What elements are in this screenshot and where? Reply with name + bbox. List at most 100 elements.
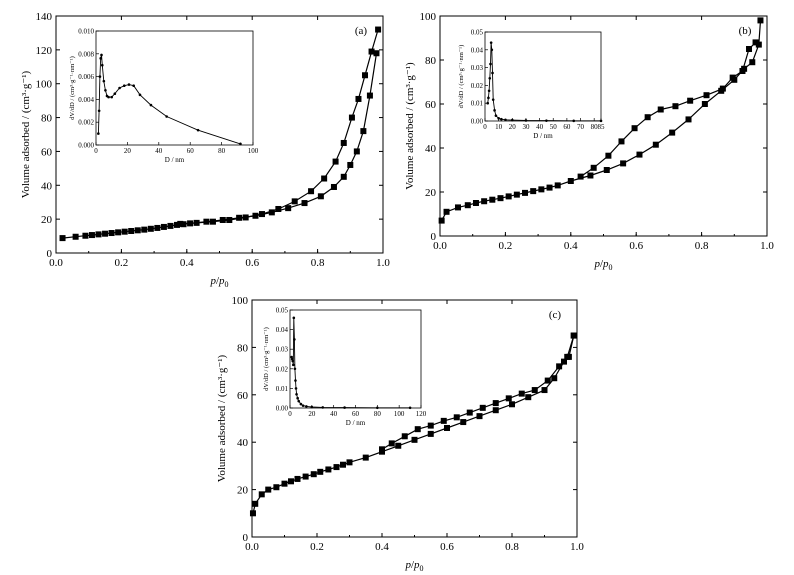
y-tick-label: 0 [243,532,249,544]
inset-x-tick-label: 60 [352,410,360,418]
desorption-point [177,220,184,227]
inset-point [113,92,117,95]
adsorption-point [567,178,574,184]
adsorption-point [620,160,627,167]
desorption-point [401,433,408,440]
desorption-point [226,216,233,223]
x-tick-label: 1.0 [570,541,584,553]
inset-point [487,89,491,93]
desorption-point [556,363,563,370]
desorption-point [209,218,216,225]
adsorption-point [219,216,226,223]
adsorption-point [268,209,275,216]
y-axis-label: Volume adsorbed / (cm³·g⁻¹) [216,354,228,482]
inset-x-tick-label: 80 [374,410,382,418]
x-tick-label: 0.4 [564,240,578,252]
adsorption-point [102,230,109,237]
desorption-point [291,198,298,205]
adsorption-point [530,188,537,195]
inset-y-tick-label: 0.000 [78,142,94,150]
inset-point [487,96,490,100]
inset-point [291,363,295,367]
adsorption-point [330,183,337,190]
desorption-point [355,95,362,102]
inset-y-tick-label: 0.00 [276,405,289,413]
desorption-point [193,219,200,226]
desorption-point [440,417,447,424]
adsorption-point [489,196,496,203]
inset-y-tick-label: 0.002 [78,119,94,127]
inset-point [290,357,294,361]
adsorption-point [265,486,272,493]
adsorption-point [652,141,659,148]
inset-point [292,316,296,320]
adsorption-point [288,478,294,485]
y-tick-label: 80 [425,55,437,67]
adsorption-point [353,148,360,155]
y-tick-label: 80 [237,342,249,354]
adsorption-point [360,128,367,135]
desorption-point [427,422,434,429]
desorption-point [729,74,736,81]
inset-x-tick-label: 80 [591,123,599,131]
adsorption-point [522,189,529,196]
adsorption-point [669,129,676,136]
inset-chart: 0 20 40 60 80 100 120 0.00 0.01 0.02 0.03 0.04 0.05 D… [263,307,427,428]
desorption-point [631,125,638,132]
inset-x-tick-label: 40 [155,147,163,155]
y-tick-label: 20 [41,214,53,226]
adsorption-point [108,230,115,237]
inset-point [100,63,104,67]
inset-y-tick-label: 0.004 [78,96,94,104]
x-tick-label: 0.6 [629,240,643,252]
inset-point [488,76,492,80]
desorption-point [703,92,710,99]
desorption-point [332,158,339,165]
adsorption-point [325,466,332,473]
inset-point [104,88,107,92]
inset-point [490,48,494,52]
inset-x-tick-label: 50 [550,123,558,131]
y-tick-label: 120 [36,45,53,57]
inset-point [491,71,494,75]
inset-point [239,142,242,146]
adsorption-point [310,471,317,478]
y-tick-label: 40 [41,180,53,192]
adsorption-point [252,500,259,507]
desorption-point [570,332,577,339]
adsorption-point [366,92,373,99]
y-tick-label: 140 [36,11,53,23]
inset-point [572,119,576,123]
inset-point [497,117,500,120]
desorption-point [672,103,679,110]
x-tick-label: 0.4 [180,257,194,269]
desorption-point [492,400,499,407]
inset-point [132,84,135,88]
desorption-point [308,188,315,195]
y-tick-label: 20 [237,485,249,497]
adsorption-point [302,473,309,480]
x-tick-label: 0.0 [245,541,259,553]
adsorption-point [301,200,308,207]
adsorption-point [472,200,479,206]
x-tick-label: 0.2 [310,541,324,553]
adsorption-point [443,208,450,215]
inset-point [294,387,298,390]
adsorption-point [685,116,692,123]
adsorption-point [72,233,79,240]
panel-label: (a) [355,25,368,37]
inset-point [524,119,528,122]
inset-x-tick-label: 0 [483,123,487,131]
adsorption-point [454,204,461,211]
desorption-point [752,39,759,46]
inset-y-tick-label: 0.006 [78,73,94,81]
y-axis-label: Volume adsorbed / (cm³·g⁻¹) [20,70,32,198]
adsorption-point [395,442,402,449]
x-axis-label: p/p0 [593,258,612,272]
adsorption-point [115,229,122,236]
inset-point [196,128,200,132]
inset-point [293,367,297,371]
panel-label: (b) [739,25,752,37]
desorption-point [531,387,538,394]
